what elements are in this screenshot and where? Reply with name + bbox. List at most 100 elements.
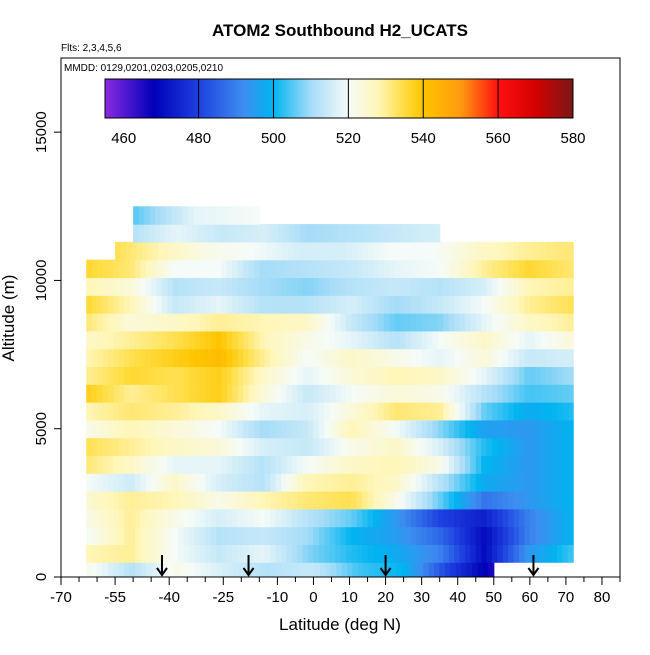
- heatmap-cell: [194, 277, 201, 296]
- heatmap-cell: [107, 295, 114, 314]
- heatmap-cell: [133, 206, 140, 225]
- heatmap-cell: [136, 241, 143, 261]
- heatmap-cell: [286, 437, 293, 456]
- heatmap-cell: [275, 259, 282, 279]
- heatmap-cell: [470, 241, 477, 261]
- heatmap-cell: [203, 224, 210, 243]
- heatmap-cell: [340, 259, 347, 279]
- heatmap-cell: [389, 295, 396, 314]
- heatmap-cell: [389, 277, 396, 296]
- heatmap-cell: [475, 508, 482, 528]
- heatmap-cell: [156, 526, 163, 545]
- heatmap-cell: [470, 313, 477, 332]
- heatmap-cell: [524, 544, 531, 563]
- heatmap-cell: [189, 348, 196, 368]
- heatmap-cell: [210, 544, 217, 563]
- heatmap-cell: [546, 437, 553, 456]
- heatmap-cell: [416, 259, 423, 279]
- heatmap-cell: [259, 455, 266, 474]
- heatmap-cell: [383, 419, 390, 439]
- heatmap-cell: [275, 384, 282, 403]
- heatmap-cell: [310, 224, 317, 243]
- heatmap-cell: [256, 224, 263, 243]
- heatmap-cell: [375, 224, 382, 243]
- heatmap-cell: [459, 384, 466, 403]
- heatmap-cell: [248, 402, 255, 421]
- heatmap-cell: [237, 437, 244, 456]
- heatmap-cell: [513, 241, 520, 261]
- heatmap-cell: [124, 259, 131, 279]
- heatmap-cell: [286, 419, 293, 439]
- heatmap-cell: [166, 206, 173, 225]
- heatmap-cell: [335, 544, 342, 563]
- heatmap-cell: [313, 490, 320, 510]
- heatmap-cell: [497, 508, 504, 528]
- heatmap-cell: [291, 437, 298, 456]
- heatmap-cell: [280, 313, 287, 332]
- heatmap-cell: [427, 384, 434, 403]
- heatmap-cell: [140, 437, 147, 456]
- heatmap-band-8: [86, 419, 574, 439]
- heatmap-cell: [524, 277, 531, 296]
- heatmap-cell: [416, 348, 423, 368]
- heatmap-cell: [302, 313, 309, 332]
- heatmap-cell: [318, 490, 325, 510]
- heatmap-cell: [502, 508, 509, 528]
- heatmap-cell: [156, 277, 163, 296]
- heatmap-cell: [248, 437, 255, 456]
- heatmap-cell: [170, 224, 177, 243]
- heatmap-cell: [443, 437, 450, 456]
- heatmap-cell: [102, 277, 109, 296]
- heatmap-cell: [335, 348, 342, 368]
- heatmap-cell: [145, 455, 152, 474]
- heatmap-cell: [199, 295, 206, 314]
- heatmap-cell: [243, 348, 250, 368]
- heatmap-cell: [362, 544, 369, 563]
- heatmap-cell: [251, 224, 258, 243]
- heatmap-cell: [253, 348, 260, 368]
- heatmap-cell: [129, 295, 136, 314]
- heatmap-cell: [113, 419, 120, 439]
- heatmap-cell: [178, 490, 185, 510]
- heatmap-cell: [372, 366, 379, 385]
- heatmap-cell: [367, 366, 374, 385]
- heatmap-cell: [124, 277, 131, 296]
- x-axis-label: Latitude (deg N): [279, 615, 401, 634]
- heatmap-cell: [535, 384, 542, 403]
- heatmap-cell: [113, 366, 120, 385]
- heatmap-cell: [535, 259, 542, 279]
- heatmap-cell: [475, 277, 482, 296]
- heatmap-cell: [124, 366, 131, 385]
- heatmap-cell: [330, 241, 337, 261]
- heatmap-cell: [356, 277, 363, 296]
- heatmap-cell: [385, 224, 392, 243]
- heatmap-cell: [221, 295, 228, 314]
- heatmap-cell: [86, 330, 93, 350]
- heatmap-cell: [513, 544, 520, 563]
- heatmap-cell: [221, 437, 228, 456]
- heatmap-cell: [335, 402, 342, 421]
- heatmap-cell: [416, 526, 423, 545]
- heatmap-cell: [389, 259, 396, 279]
- heatmap-cell: [237, 384, 244, 403]
- heatmap-cell: [161, 313, 168, 332]
- heatmap-cell: [400, 526, 407, 545]
- heatmap-band-7: [86, 437, 574, 456]
- heatmap-band-11: [86, 366, 574, 385]
- heatmap-cell: [260, 562, 267, 577]
- heatmap-cell: [454, 241, 461, 261]
- heatmap-cell: [459, 313, 466, 332]
- heatmap-cell: [443, 313, 450, 332]
- heatmap-cell: [107, 384, 114, 403]
- heatmap-cell: [134, 402, 141, 421]
- heatmap-cell: [102, 384, 109, 403]
- heatmap-cell: [326, 224, 333, 243]
- heatmap-cell: [383, 455, 390, 474]
- heatmap-cell: [432, 313, 439, 332]
- heatmap-cell: [308, 277, 315, 296]
- heatmap-cell: [400, 330, 407, 350]
- heatmap-cell: [183, 544, 190, 563]
- heatmap-cell: [535, 241, 542, 261]
- heatmap-cell: [416, 366, 423, 385]
- heatmap-cell: [454, 366, 461, 385]
